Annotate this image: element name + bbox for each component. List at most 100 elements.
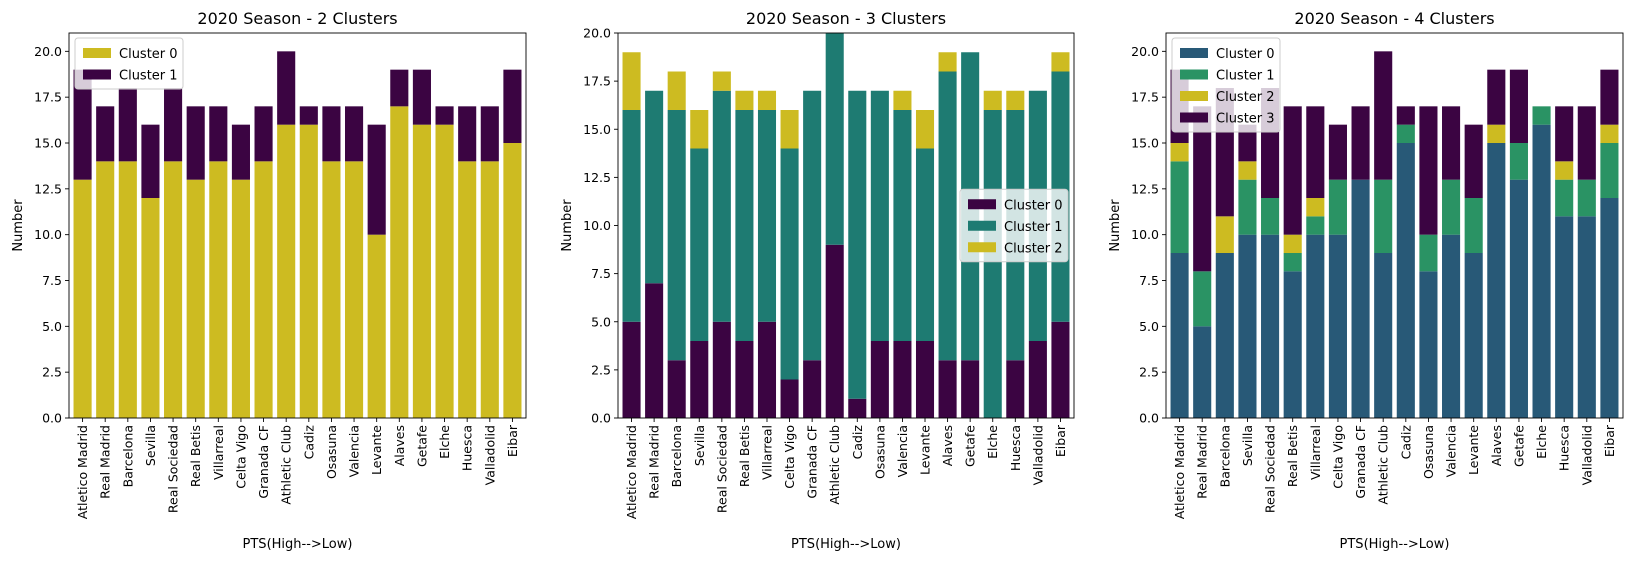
y-tick-label: 15.0 <box>34 136 62 151</box>
bar-segment <box>1051 321 1070 418</box>
bar-segment <box>367 124 386 235</box>
x-tick-label: Barcelona <box>669 425 684 487</box>
x-tick-label: Atletico Madrid <box>1172 425 1187 519</box>
bar-segment <box>164 88 183 162</box>
bar-segment <box>1487 69 1506 125</box>
bar-segment <box>1600 124 1619 143</box>
legend-label: Cluster 0 <box>1216 47 1275 62</box>
x-tick-label: Sevilla <box>143 425 158 466</box>
bar-segment <box>1396 106 1415 125</box>
y-tick-label: 2.5 <box>42 365 62 380</box>
bar-segment <box>1577 179 1596 217</box>
bar-segment <box>645 283 664 418</box>
chart-title: 2020 Season - 3 Clusters <box>746 9 946 28</box>
x-tick-label: Osasuna <box>1421 425 1436 479</box>
x-tick-label: Getafe <box>1511 425 1526 467</box>
bar-segment <box>1577 216 1596 418</box>
bar-segment <box>803 360 822 418</box>
x-tick-label: Valladolid <box>1579 425 1594 485</box>
y-tick-label: 20.0 <box>1131 44 1159 59</box>
legend: Cluster 0 Cluster 1 Cluster 2 <box>959 188 1069 263</box>
x-tick-label: Real Madrid <box>98 425 113 499</box>
bar-segment <box>712 321 731 418</box>
bar-segment <box>277 51 296 125</box>
x-tick-label: Granada CF <box>805 425 820 499</box>
bar-segment <box>231 179 250 418</box>
x-tick-label: Valladolid <box>482 425 497 485</box>
bar-segment <box>186 179 205 418</box>
x-tick-label: Atletico Madrid <box>75 425 90 519</box>
bar-segment <box>299 124 318 419</box>
bar-segment <box>1328 179 1347 235</box>
x-tick-label: Alaves <box>940 425 955 466</box>
x-tick-label: Granada CF <box>1353 425 1368 499</box>
bar-segment <box>1170 143 1189 162</box>
legend: Cluster 0 Cluster 1 <box>74 37 184 90</box>
x-tick-label: Elche <box>985 425 1000 459</box>
bar-segment <box>1487 124 1506 143</box>
bar-segment <box>1306 198 1325 217</box>
legend-swatch <box>1180 112 1208 123</box>
bar-segment <box>1419 234 1438 272</box>
bar-segment <box>1306 216 1325 235</box>
x-tick-label: Huesca <box>460 425 475 471</box>
bar-segment <box>1396 124 1415 143</box>
x-tick-label: Barcelona <box>120 425 135 487</box>
y-tick-label: 12.5 <box>583 170 611 185</box>
bar-segment <box>322 161 341 419</box>
x-tick-label: Real Sociedad <box>714 425 729 513</box>
x-tick-label: Granada CF <box>256 425 271 499</box>
legend-swatch <box>968 242 996 253</box>
y-tick-label: 15.0 <box>583 122 611 137</box>
x-tick-label: Valencia <box>347 425 362 477</box>
bar-segment <box>1306 234 1325 418</box>
x-axis-label: PTS(High-->Low) <box>243 537 353 552</box>
plot-frame <box>1165 32 1624 419</box>
x-tick-label: Real Betis <box>737 425 752 487</box>
x-tick-label: Celta Vigo <box>1330 425 1345 489</box>
bar-segment <box>893 110 912 341</box>
bar-segment <box>458 161 477 419</box>
legend-swatch <box>968 220 996 231</box>
bar-segment <box>1028 341 1047 418</box>
x-tick-label: Real Madrid <box>647 425 662 499</box>
y-tick-label: 20.0 <box>583 26 611 41</box>
x-tick-label: Real Sociedad <box>166 425 181 513</box>
x-tick-label: Villarreal <box>1308 425 1323 480</box>
bar-segment <box>938 71 957 361</box>
bar-segment <box>1006 90 1025 110</box>
bar-segment <box>277 124 296 419</box>
bar-segment <box>480 161 499 419</box>
bar-segment <box>118 161 137 419</box>
bar-segment <box>186 106 205 180</box>
bar-segment <box>209 106 228 162</box>
bar-segment <box>1283 271 1302 418</box>
bar-segment <box>412 69 431 125</box>
bar-segment <box>1261 198 1280 235</box>
x-axis-label: PTS(High-->Low) <box>1340 537 1450 552</box>
y-tick-label: 7.5 <box>1139 273 1159 288</box>
bar-segment <box>1193 271 1212 327</box>
chart-panel-1: 2020 Season - 2 Clusters 0.0 2.5 5.0 7.5 10.0… <box>11 9 527 552</box>
bar-segment <box>1193 106 1212 272</box>
bars <box>1170 51 1619 419</box>
x-tick-label: Sevilla <box>692 425 707 466</box>
bar-segment <box>345 106 364 162</box>
bar-segment <box>1351 179 1370 418</box>
y-tick-label: 20.0 <box>34 44 62 59</box>
bar-segment <box>1442 179 1461 235</box>
bar-segment <box>1328 124 1347 180</box>
bar-segment <box>735 110 754 341</box>
bar-segment <box>1170 253 1189 418</box>
x-tick-label: Levante <box>369 425 384 475</box>
y-tick-label: 12.5 <box>34 181 62 196</box>
y-tick-label: 0.0 <box>591 411 611 426</box>
bar-segment <box>1283 253 1302 272</box>
x-tick-label: Villarreal <box>211 425 226 480</box>
bar-segment <box>1555 161 1574 180</box>
chart-panel-3: 2020 Season - 4 Clusters 0.0 2.5 5.0 7.5 10.0… <box>1108 9 1624 552</box>
bar-segment <box>757 90 777 110</box>
bar-segment <box>938 360 957 418</box>
x-tick-label: Levante <box>918 425 933 475</box>
